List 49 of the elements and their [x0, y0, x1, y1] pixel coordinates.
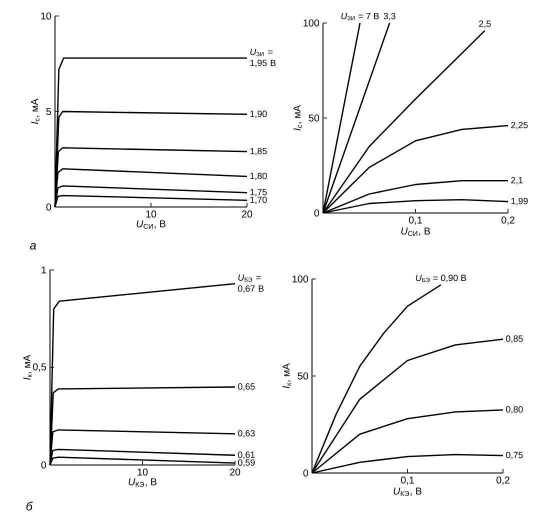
series-label: 2,1: [511, 176, 523, 184]
series-label: 0,61: [238, 452, 255, 459]
series-label: 2,5: [479, 20, 491, 28]
y-axis-title: I$_{с}$, мА: [31, 98, 40, 124]
x-axis-title: U$_{КЭ}$, В: [128, 478, 156, 487]
series-label: U$_{ЗИ}$ = 1,95 В: [250, 48, 276, 68]
x-tick-label: 20: [242, 210, 252, 218]
series-label: U$_{БЭ}$ = 0,67 В: [238, 274, 264, 293]
x-tick-label: 0,1: [400, 476, 414, 485]
y-tick-label: 1: [42, 266, 46, 274]
series-label: 3,3: [384, 12, 396, 20]
x-tick-label: 0,1: [408, 216, 422, 225]
series-label: 1,80: [250, 172, 267, 180]
y-tick-label: 0: [314, 209, 320, 217]
series-label: 2,25: [511, 122, 528, 130]
y-tick-label: 0: [46, 203, 52, 211]
y-axis-title: I$_{к}$, мА: [23, 354, 32, 380]
x-axis-title: U$_{СИ}$, В: [136, 220, 166, 229]
x-tick-label: 0,2: [496, 476, 510, 485]
y-tick-label: 50: [308, 114, 320, 122]
y-tick-label: 10: [41, 12, 52, 20]
series-label: 0,59: [238, 459, 255, 467]
series-label: 1,70: [250, 196, 267, 204]
y-tick-label: 0: [41, 461, 46, 469]
series-label: 0,63: [238, 430, 255, 438]
series-label: 1,99: [511, 198, 528, 206]
x-axis-title: U$_{КЭ}$, В: [394, 488, 422, 496]
series-label: 0,75: [506, 452, 523, 460]
series-label: 1,75: [250, 189, 267, 196]
text: а: [30, 242, 36, 250]
y-tick-label: 100: [304, 19, 320, 27]
y-tick-label: 5: [46, 108, 52, 115]
series-label: 0,85: [506, 335, 523, 343]
x-tick-label: 0,2: [501, 216, 514, 225]
y-tick-label: 0,5: [33, 363, 46, 372]
text: б: [26, 502, 33, 511]
series-label: 0,65: [238, 383, 255, 391]
series-label: U$_{БЭ}$ = 0,90 В: [416, 274, 466, 282]
y-axis-title: I$_{с}$, мА: [294, 105, 302, 130]
series-label: 1,90: [250, 110, 267, 118]
x-axis-title: U$_{СИ}$, В: [401, 228, 430, 236]
series-label: 0,80: [506, 406, 523, 414]
y-axis-title: I$_{к}$, мА: [282, 363, 291, 388]
y-tick-label: 100: [292, 275, 308, 283]
y-tick-label: 0: [303, 469, 308, 477]
x-tick-label: 20: [230, 468, 240, 476]
series-label: 1,85: [250, 148, 267, 156]
y-tick-label: 50: [298, 372, 308, 380]
series-label: U$_{ЗИ}$ = 7 В: [341, 12, 379, 20]
